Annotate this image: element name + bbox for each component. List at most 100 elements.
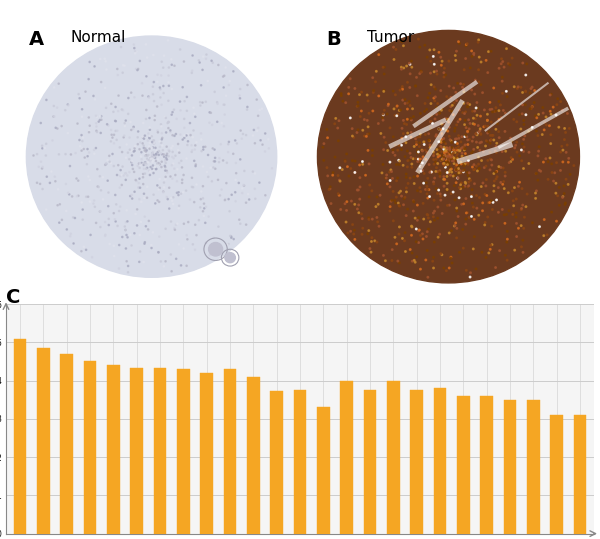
Point [335,163,344,172]
Point [353,101,363,110]
Point [545,91,555,99]
Point [208,144,218,153]
Point [141,147,151,156]
Point [155,160,164,169]
Point [517,205,526,214]
Point [443,154,453,163]
Point [445,165,455,174]
Point [400,119,409,128]
Point [461,209,471,217]
Point [159,262,169,271]
Point [424,136,434,144]
Point [399,201,409,209]
Point [109,130,119,139]
Point [196,81,206,89]
Point [497,73,507,81]
Point [117,181,127,189]
Point [182,235,192,244]
Point [455,106,464,114]
Point [410,214,420,223]
Point [154,150,164,159]
Bar [14,338,26,534]
Point [439,155,449,163]
Point [415,226,424,234]
Point [83,145,92,154]
Point [437,251,446,259]
Point [414,168,424,177]
Point [530,86,539,95]
Point [458,244,468,252]
Point [144,142,154,150]
Point [461,266,471,275]
Point [434,137,443,146]
Point [463,183,473,191]
Point [242,105,252,114]
Point [482,137,492,146]
Point [136,152,146,161]
Point [475,146,485,155]
Point [446,165,456,174]
Point [118,68,127,77]
Point [179,171,188,179]
Point [416,68,426,77]
Point [142,155,151,163]
Point [164,81,174,90]
Point [188,183,198,191]
Point [346,114,355,122]
Point [157,150,167,158]
Bar [270,391,283,534]
Point [349,230,359,238]
Point [494,162,503,171]
Point [403,205,412,213]
Point [444,168,454,176]
Point [196,195,206,203]
Point [535,166,544,175]
Point [157,139,166,147]
Point [512,232,521,241]
Point [517,156,527,165]
Point [409,154,418,163]
Point [96,129,106,137]
Point [166,128,175,136]
Point [470,107,479,115]
Point [110,116,120,125]
Point [152,159,162,168]
Point [458,80,468,89]
Point [442,160,451,168]
Point [439,161,449,170]
Point [91,219,101,227]
Point [436,169,445,177]
Point [436,142,446,150]
Point [447,138,457,147]
Point [467,212,476,221]
Point [426,125,436,133]
Point [191,141,200,150]
Point [264,144,274,153]
Point [463,171,473,180]
Point [113,222,122,230]
Point [415,139,424,147]
Point [463,158,473,167]
Point [91,119,101,128]
Point [214,222,223,231]
Point [173,140,183,148]
Point [477,156,487,165]
Point [460,144,470,153]
Point [415,70,425,78]
Point [146,163,155,171]
Point [473,38,483,46]
Point [95,112,105,121]
Point [392,160,401,169]
Point [149,153,158,162]
Point [356,107,366,115]
Point [563,109,572,118]
Point [162,142,172,151]
Point [55,218,64,227]
Point [564,154,574,163]
Point [446,102,455,111]
Point [192,180,202,189]
Point [448,156,457,165]
Point [164,124,173,133]
Point [368,73,377,82]
Point [224,240,233,248]
